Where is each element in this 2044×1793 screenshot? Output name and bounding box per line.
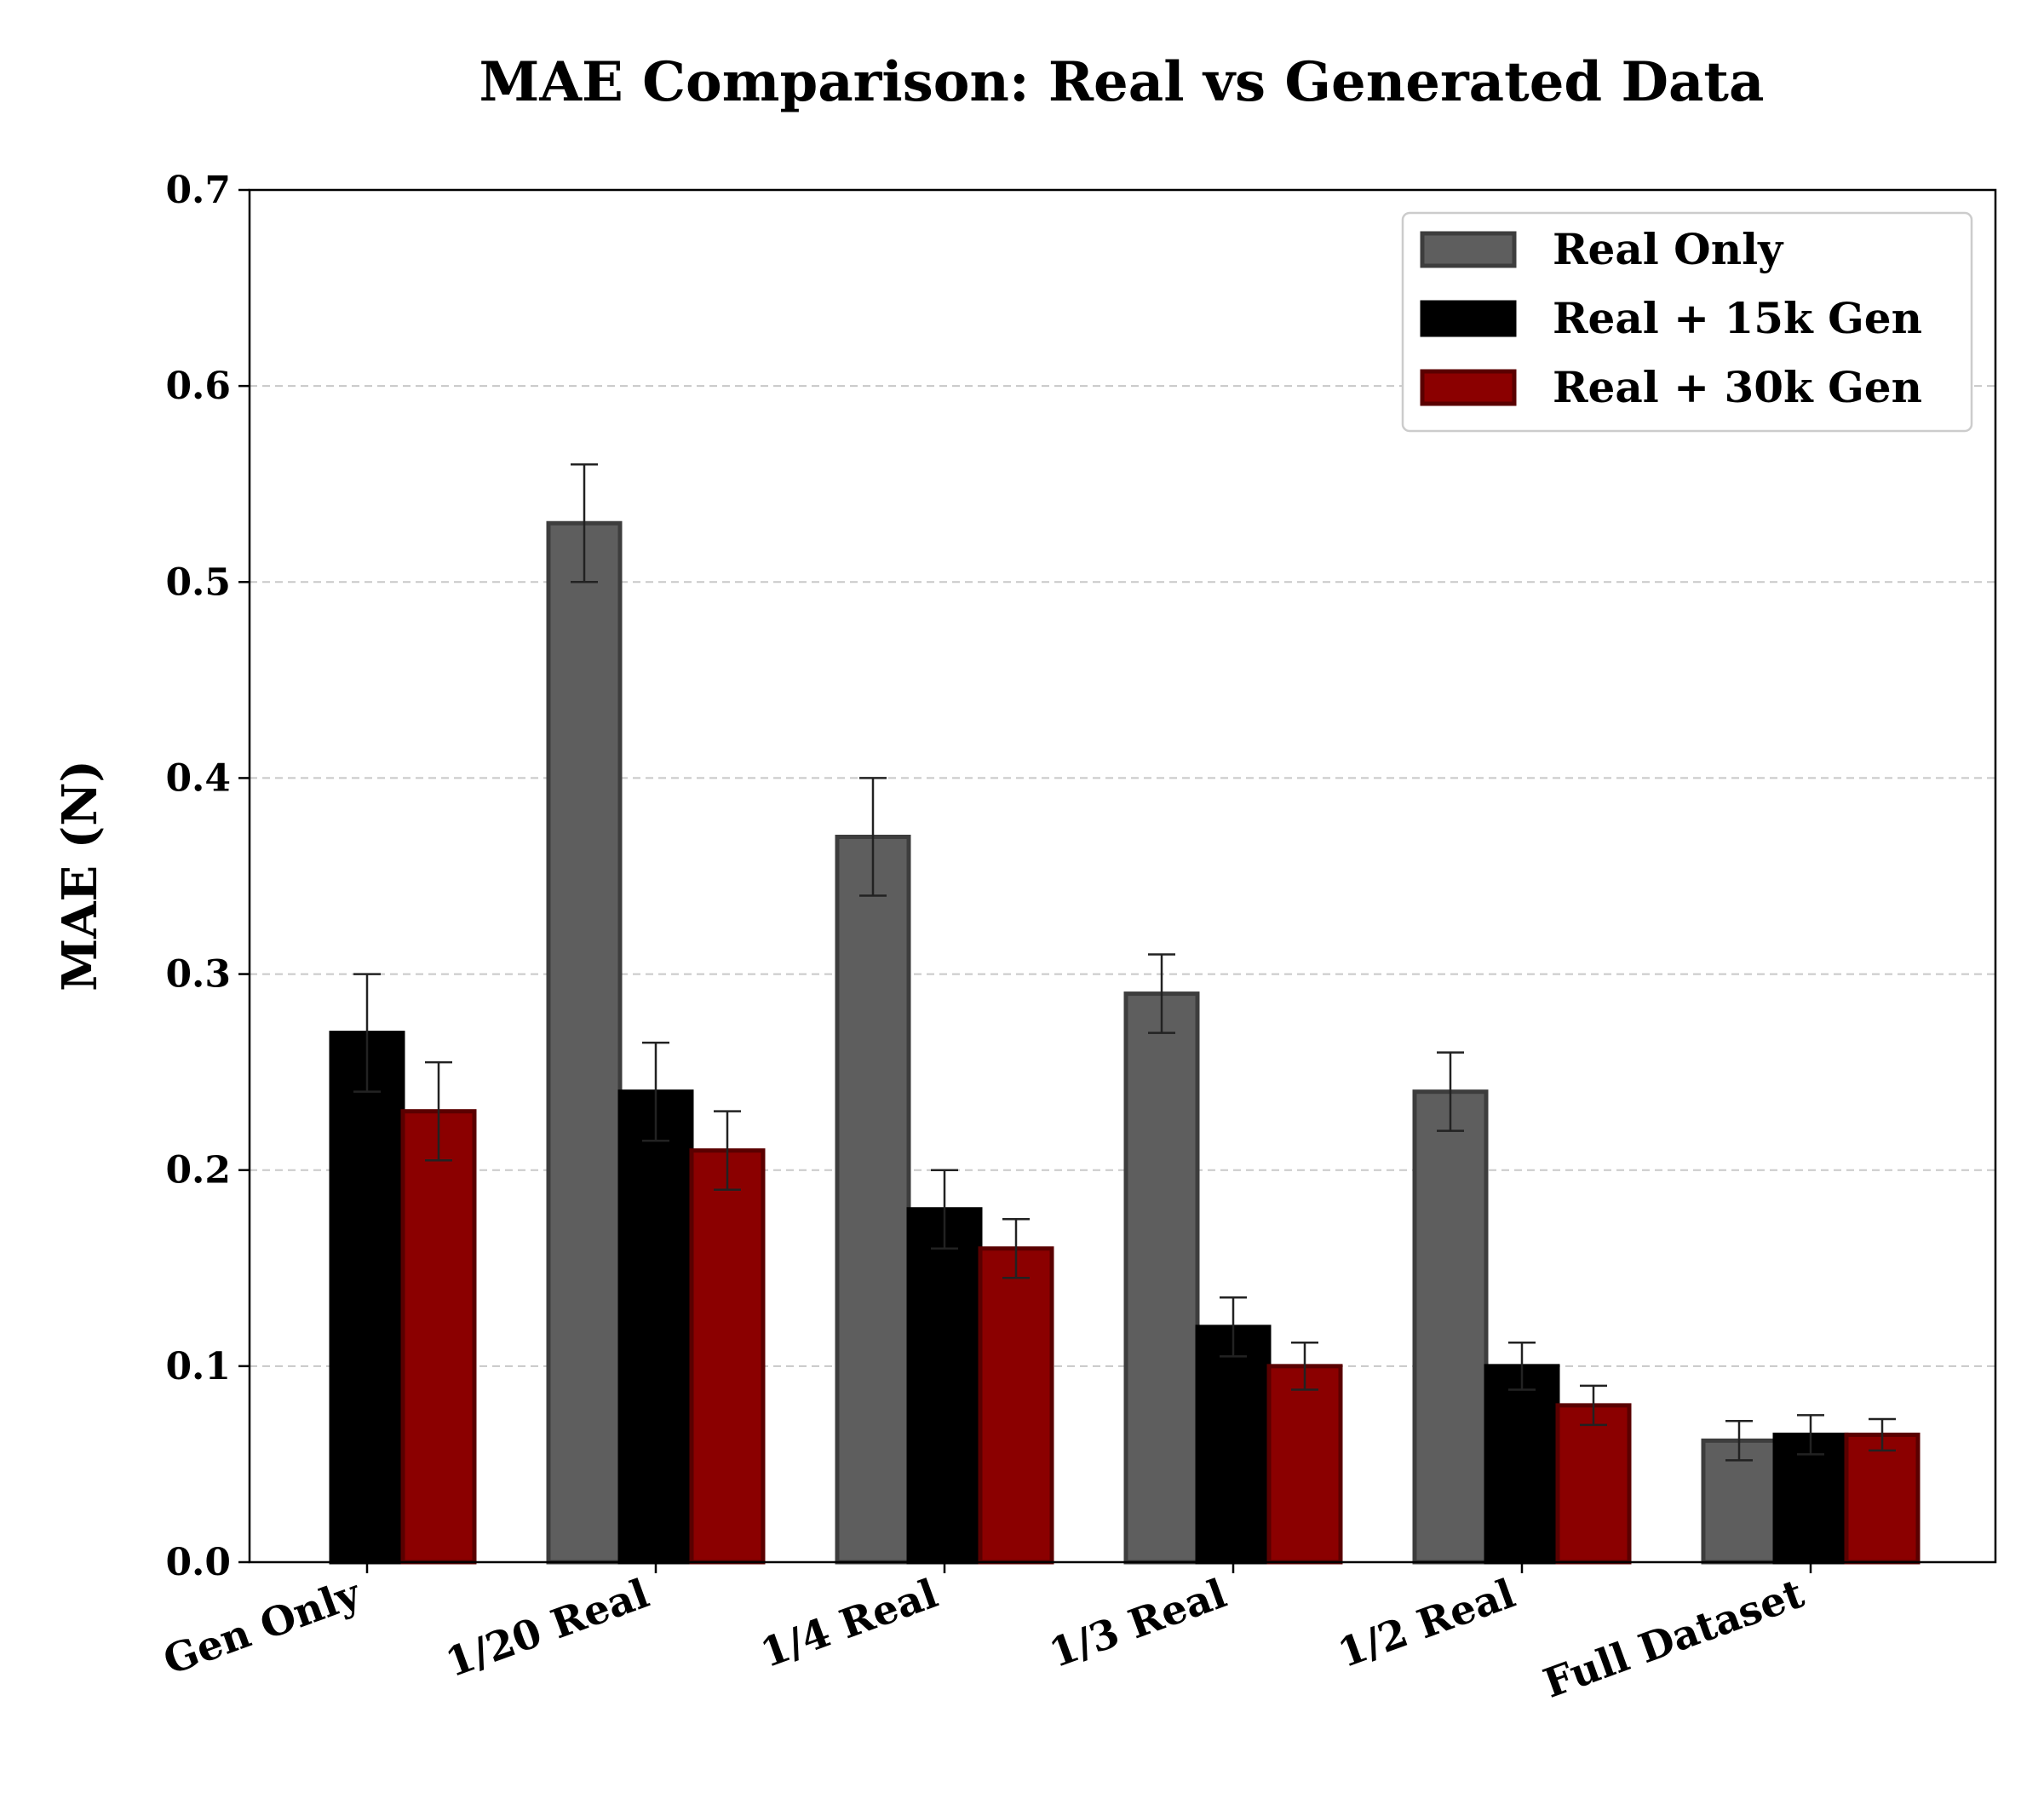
chart-title: MAE Comparison: Real vs Generated Data bbox=[479, 50, 1765, 114]
y-tick-label: 0.4 bbox=[165, 756, 231, 800]
legend-label: Real Only bbox=[1553, 224, 1784, 274]
x-tick-label: 1/3 Real bbox=[1043, 1571, 1232, 1678]
x-tick-label: Full Dataset bbox=[1537, 1570, 1810, 1707]
legend-swatch bbox=[1420, 231, 1517, 268]
y-tick-label: 0.2 bbox=[165, 1149, 231, 1192]
y-tick-label: 0.6 bbox=[165, 365, 231, 408]
bar bbox=[978, 1246, 1054, 1565]
legend-frame bbox=[1401, 211, 1973, 433]
bar bbox=[689, 1148, 766, 1565]
x-tick-label: 1/2 Real bbox=[1332, 1571, 1521, 1678]
bar bbox=[1844, 1432, 1921, 1565]
legend-swatch bbox=[1420, 369, 1517, 406]
y-tick-label: 0.3 bbox=[165, 953, 231, 997]
y-tick-label: 0.0 bbox=[165, 1541, 231, 1584]
y-axis-ticks: 0.0 0.1 0.2 0.3 0.4 0.5 0.6 0.7 bbox=[165, 169, 250, 1584]
bar bbox=[546, 520, 623, 1565]
bar bbox=[1412, 1089, 1489, 1565]
bar bbox=[329, 1031, 405, 1565]
bar bbox=[1555, 1403, 1632, 1565]
bar bbox=[1195, 1325, 1272, 1565]
y-tick-label: 0.7 bbox=[165, 169, 231, 212]
bar bbox=[1266, 1364, 1343, 1565]
bar bbox=[1123, 991, 1200, 1565]
y-tick-label: 0.1 bbox=[165, 1345, 231, 1388]
bar bbox=[835, 834, 911, 1565]
bar bbox=[617, 1089, 694, 1565]
x-tick-label: Gen Only bbox=[158, 1570, 368, 1685]
legend-label: Real + 15k Gen bbox=[1553, 293, 1922, 343]
plot-frame bbox=[248, 188, 1997, 1564]
bar bbox=[906, 1207, 983, 1565]
error-bars bbox=[353, 463, 1896, 1462]
legend-label: Real + 30k Gen bbox=[1553, 362, 1922, 412]
legend-swatch bbox=[1420, 300, 1517, 337]
y-axis-label: MAE (N) bbox=[52, 760, 108, 991]
legend: Real Only Real + 15k Gen Real + 30k Gen bbox=[1401, 211, 1973, 433]
x-tick-label: 1/20 Real bbox=[439, 1571, 655, 1687]
x-tick-label: 1/4 Real bbox=[755, 1571, 944, 1678]
bars bbox=[329, 520, 1921, 1565]
x-axis-ticks: Gen Only 1/20 Real 1/4 Real 1/3 Real 1/2 Rea… bbox=[158, 1562, 1812, 1708]
bar bbox=[1484, 1364, 1560, 1565]
gridlines bbox=[250, 385, 1995, 1367]
y-tick-label: 0.5 bbox=[165, 560, 231, 604]
bar bbox=[400, 1109, 477, 1565]
